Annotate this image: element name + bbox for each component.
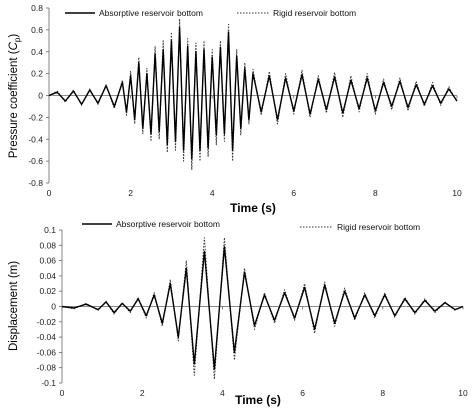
y-tick-label: 0.4: [31, 47, 43, 57]
series-line-rigid: [48, 18, 458, 171]
y-tick-label: -0.08: [37, 363, 57, 373]
y-tick-label: 0.06: [39, 256, 56, 266]
y-tick-label: -0.04: [37, 332, 57, 342]
x-tick-label: 2: [128, 188, 133, 198]
y-tick-label: 0.6: [31, 25, 43, 35]
series-group: [61, 237, 464, 380]
y-axis-label-symbol: C: [8, 41, 20, 50]
y-tick-label: -0.8: [28, 178, 43, 188]
y-axis-label: Displacement (m): [8, 261, 20, 351]
legend: Absorptive reservoir bottom Rigid reserv…: [82, 219, 420, 232]
y-tick-label: 0.04: [39, 271, 56, 281]
pressure-coefficient-chart: 0.8 0.6 0.4 0.2 0 -0.2 -0.4 -0.6 -0.8 0 2 4 6 8 10 Abs…: [8, 3, 462, 215]
series-line-absorptive: [61, 246, 464, 370]
legend-label-absorptive: Absorptive reservoir bottom: [116, 219, 220, 229]
y-tick-label: -0.6: [28, 156, 43, 166]
series-group: [48, 18, 458, 171]
x-tick-label: 4: [220, 388, 225, 398]
y-axis-label: Pressure coefficient (Cp): [8, 34, 22, 159]
y-axis-label-text: Pressure coefficient (: [8, 50, 20, 158]
x-tick-label: 0: [60, 388, 65, 398]
displacement-chart: 0.1 0.08 0.06 0.04 0.02 0 -0.02 -0.04 -0.06 -0.08…: [8, 219, 468, 407]
y-tick-label: 0.02: [39, 286, 56, 296]
series-line-absorptive: [48, 27, 458, 160]
y-tick-label: 0.2: [31, 69, 43, 79]
series-line-rigid: [61, 237, 464, 380]
legend-label-rigid: Rigid reservoir bottom: [337, 222, 420, 232]
y-tick-label: -0.2: [28, 112, 43, 122]
y-tick-label: -0.1: [41, 378, 56, 388]
x-tick-label: 8: [380, 388, 385, 398]
x-tick-label: 2: [140, 388, 145, 398]
y-tick-label: 0.8: [31, 3, 43, 13]
x-axis-label: Time (s): [235, 393, 281, 407]
tick-labels: 0.8 0.6 0.4 0.2 0 -0.2 -0.4 -0.6 -0.8 0 2 4 6 8 10: [28, 3, 462, 198]
y-axis-label-subscript: p: [13, 37, 22, 42]
x-tick-label: 6: [291, 188, 296, 198]
x-tick-label: 0: [47, 188, 52, 198]
x-tick-label: 10: [458, 388, 468, 398]
x-tick-label: 6: [300, 388, 305, 398]
x-tick-label: 8: [373, 188, 378, 198]
legend: Absorptive reservoir bottom Rigid reserv…: [65, 8, 356, 18]
x-tick-label: 10: [452, 188, 462, 198]
x-axis-label: Time (s): [230, 201, 276, 215]
y-axis-label-end: ): [8, 34, 20, 38]
y-tick-label: -0.4: [28, 134, 43, 144]
tick-labels: 0.1 0.08 0.06 0.04 0.02 0 -0.02 -0.04 -0.06 -0.08…: [37, 225, 468, 398]
y-tick-label: -0.06: [37, 347, 57, 357]
y-tick-label: 0: [38, 91, 43, 101]
x-tick-label: 4: [210, 188, 215, 198]
y-tick-label: 0.1: [44, 225, 56, 235]
y-tick-label: 0.08: [39, 240, 56, 250]
y-tick-label: 0: [51, 302, 56, 312]
legend-label-absorptive: Absorptive reservoir bottom: [99, 8, 203, 18]
y-tick-label: -0.02: [37, 317, 57, 327]
legend-label-rigid: Rigid reservoir bottom: [273, 8, 356, 18]
